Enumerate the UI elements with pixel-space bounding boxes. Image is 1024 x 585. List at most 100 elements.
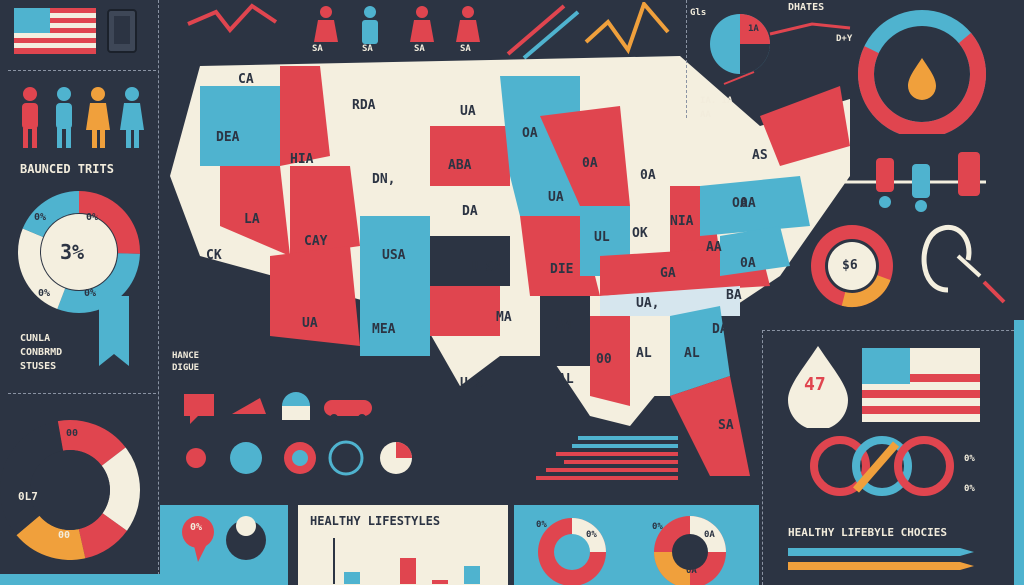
donut-center-value: 3% [60, 240, 85, 264]
state-label: UA [548, 190, 564, 205]
chart-label: IA. IA [700, 96, 733, 106]
top-right-charts [710, 9, 986, 134]
state-label: DA [712, 322, 728, 337]
state-label: DN, [372, 172, 396, 187]
ribbon-text: CUNLA CONBRMD STUSES [20, 332, 62, 374]
state-label: GA [660, 266, 676, 281]
chart-label: AA [700, 110, 711, 120]
pie-label: 00 [66, 428, 79, 439]
bottom-panel-left [160, 505, 288, 585]
state-label: CA [238, 72, 254, 87]
drop-and-flag [788, 346, 980, 428]
divider [8, 70, 156, 73]
donut-label: 0% [34, 212, 47, 223]
pie-label: 0A [704, 530, 715, 540]
rings-icon [810, 436, 954, 496]
state-label: ABA [448, 158, 472, 173]
map-side-label-line: HANCE [172, 351, 200, 361]
state-label: DEA [216, 130, 240, 145]
state-label: USA [382, 248, 406, 263]
chart-label: 1A [748, 24, 759, 34]
state-label: UA, [636, 296, 660, 311]
state-label: MA [496, 310, 512, 325]
bars-panel-title: HEALTHY LIFESTYLES [310, 514, 441, 528]
divider [158, 0, 160, 585]
person-label: SA [414, 44, 425, 54]
donut-label: 0% [38, 288, 51, 299]
state-label: AS [752, 148, 768, 163]
divider [762, 330, 764, 585]
state-label: AA [706, 240, 722, 255]
ribbon-line: STUSES [20, 361, 57, 372]
connector-icons [836, 152, 986, 212]
map-side-label-line: DIGUE [172, 363, 200, 373]
state-label: AN [556, 318, 572, 333]
state-label: OA [522, 126, 538, 141]
donut-label: 0% [84, 288, 97, 299]
pie-label: 0% [586, 530, 597, 540]
right-circle-charts [811, 224, 1006, 307]
map-side-label: HANCE DIGUE [172, 350, 199, 374]
pie-label: 0% [536, 520, 547, 530]
state-label: DA [462, 204, 478, 219]
bubble-label: 0% [190, 522, 203, 533]
state-label: 0A [582, 156, 598, 171]
state-label: UA [302, 316, 318, 331]
divider [8, 393, 156, 396]
ring-label: 0% [964, 484, 975, 494]
state-label: BA [726, 288, 742, 303]
state-label: SA [718, 418, 734, 433]
state-label: 0A [740, 256, 756, 271]
pie-label: 0% [652, 522, 663, 532]
state-label: U.SA [460, 376, 492, 391]
top-icon-strip [187, 2, 670, 60]
state-label: LA [244, 212, 260, 227]
person-label: SA [460, 44, 471, 54]
us-map [170, 56, 850, 476]
ribbon-line: CUNLA [20, 333, 51, 344]
state-label: OK [632, 226, 648, 241]
state-label: OA [732, 196, 748, 211]
state-label: AL [636, 346, 652, 361]
right-strip [1014, 320, 1024, 585]
state-label: 0A [740, 196, 756, 211]
state-label: CK [206, 248, 222, 263]
drop-value: 47 [804, 374, 826, 395]
state-label: AL [684, 346, 700, 361]
bottom-right-title: HEALTHY LIFEBYLE CHOCIES [788, 526, 947, 539]
state-label: U.SA [470, 260, 502, 275]
pie-label: 0A [686, 566, 697, 576]
state-label: 0A [640, 168, 656, 183]
icon-rows [184, 392, 412, 476]
circle-value: $6 [842, 258, 858, 273]
phone-icon [107, 9, 137, 53]
bottom-strip [0, 574, 160, 585]
percent-donut-chart [18, 191, 140, 366]
bars-panel-chart [333, 538, 480, 584]
divider [762, 330, 1024, 333]
state-label: DIE [550, 262, 574, 277]
person-label: SA [362, 44, 373, 54]
state-label: UA [460, 104, 476, 119]
state-label: RDA [352, 98, 376, 113]
speech-bubble-icons [182, 516, 266, 562]
bottom-pies [538, 516, 726, 585]
state-label: NIA [670, 214, 694, 229]
ring-label: 0% [964, 454, 975, 464]
chart-title: DHATES [788, 2, 825, 13]
pencil-bars [788, 548, 974, 570]
state-label: MEA [372, 322, 396, 337]
people-icons [22, 87, 144, 148]
divider [686, 0, 688, 118]
state-label: 00 [596, 352, 612, 367]
bottom-pie-chart [0, 420, 140, 560]
state-label: CAY [304, 234, 328, 249]
us-flag-icon [14, 8, 96, 54]
chart-label: Gls [690, 8, 707, 18]
ribbon-line: CONBRMD [20, 347, 63, 358]
donut-label: 0% [86, 212, 99, 223]
state-label: AL [558, 372, 574, 387]
state-label: UL [594, 230, 610, 245]
pie-label: 00 [58, 530, 71, 541]
